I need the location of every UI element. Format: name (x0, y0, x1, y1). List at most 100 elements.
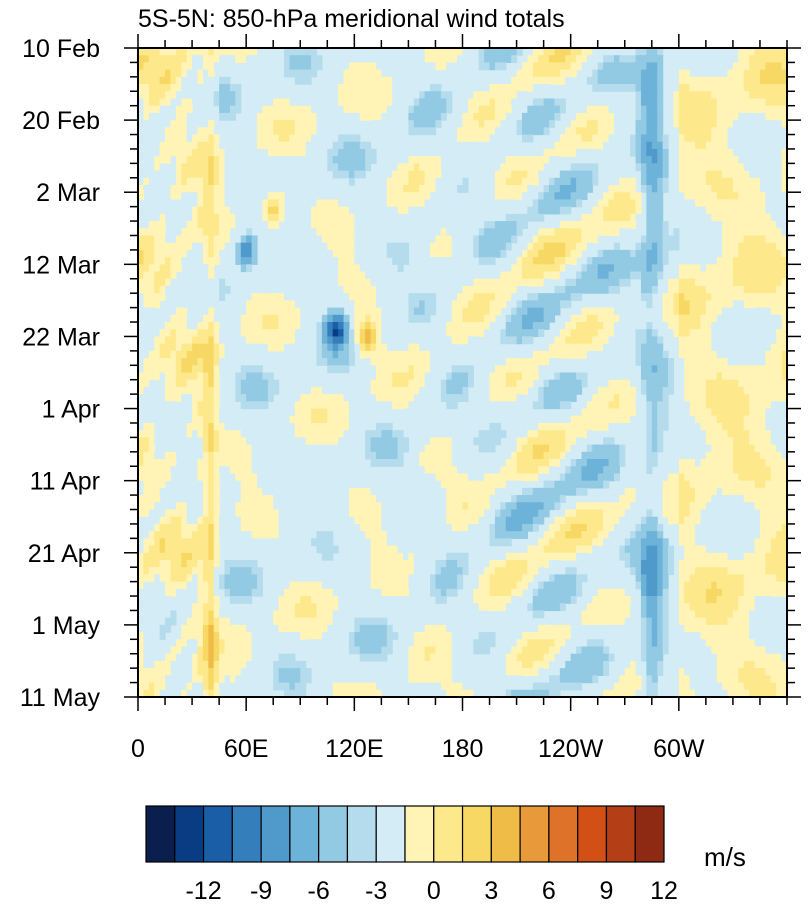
field-cell (186, 437, 193, 446)
field-cell (727, 451, 734, 460)
field-cell (727, 127, 734, 136)
field-cell (484, 480, 491, 489)
field-cell (430, 473, 437, 482)
field-cell (240, 401, 247, 410)
field-cell (765, 430, 772, 438)
field-cell (154, 372, 161, 381)
field-cell (484, 437, 491, 446)
field-cell (489, 372, 496, 381)
field-cell (754, 437, 761, 446)
field-cell (375, 293, 382, 301)
field-cell (527, 379, 534, 388)
field-cell (278, 329, 285, 338)
field-cell (348, 148, 355, 157)
field-cell (392, 401, 399, 410)
field-cell (743, 451, 750, 460)
field-cell (705, 192, 712, 201)
field-cell (695, 185, 702, 193)
field-cell (673, 293, 680, 301)
field-cell (219, 430, 226, 438)
field-cell (689, 120, 696, 128)
field-cell (511, 235, 518, 244)
field-cell (143, 120, 150, 128)
field-cell (175, 451, 182, 460)
field-cell (700, 307, 707, 316)
field-cell (138, 437, 145, 446)
field-cell (521, 365, 528, 374)
field-cell (332, 170, 339, 179)
field-cell (776, 98, 783, 107)
field-cell (343, 480, 350, 489)
field-cell (332, 271, 339, 280)
field-cell (505, 242, 512, 251)
field-cell (613, 386, 620, 395)
field-cell (511, 365, 518, 374)
field-cell (716, 120, 723, 128)
field-cell (581, 322, 588, 330)
field-cell (738, 408, 745, 417)
field-cell (554, 141, 561, 150)
field-cell (711, 105, 718, 114)
field-cell (765, 451, 772, 460)
field-cell (613, 451, 620, 460)
field-cell (570, 120, 577, 128)
field-cell (613, 415, 620, 424)
field-cell (635, 271, 642, 280)
field-cell (511, 228, 518, 237)
field-cell (722, 480, 729, 489)
field-cell (711, 91, 718, 100)
field-cell (559, 55, 566, 64)
field-cell (554, 502, 561, 511)
field-cell (646, 192, 653, 201)
field-cell (197, 372, 204, 381)
field-cell (181, 336, 188, 345)
field-cell (608, 307, 615, 316)
field-cell (494, 466, 501, 475)
field-cell (224, 473, 231, 482)
field-cell (213, 394, 220, 402)
field-cell (549, 105, 556, 114)
field-cell (186, 235, 193, 244)
field-cell (381, 343, 388, 352)
field-cell (240, 437, 247, 446)
field-cell (154, 365, 161, 374)
field-cell (354, 134, 361, 143)
field-cell (527, 495, 534, 503)
field-cell (305, 401, 312, 410)
field-cell (619, 69, 626, 78)
field-cell (781, 62, 787, 71)
field-cell (565, 444, 572, 453)
field-cell (138, 185, 145, 193)
field-cell (424, 437, 431, 446)
field-cell (273, 105, 280, 114)
field-cell (165, 257, 172, 265)
field-cell (154, 350, 161, 359)
field-cell (311, 221, 318, 229)
field-cell (592, 148, 599, 157)
field-cell (478, 228, 485, 237)
field-cell (392, 170, 399, 179)
field-cell (754, 307, 761, 316)
field-cell (759, 192, 766, 201)
field-cell (689, 76, 696, 85)
field-cell (684, 322, 691, 330)
field-cell (197, 185, 204, 193)
field-cell (597, 451, 604, 460)
field-cell (175, 235, 182, 244)
field-cell (500, 235, 507, 244)
field-cell (608, 69, 615, 78)
field-cell (581, 408, 588, 417)
field-cell (327, 408, 334, 417)
field-cell (770, 69, 777, 78)
field-cell (235, 336, 242, 345)
field-cell (559, 386, 566, 395)
field-cell (581, 235, 588, 244)
field-cell (527, 329, 534, 338)
field-cell (743, 408, 750, 417)
field-cell (246, 293, 253, 301)
field-cell (354, 84, 361, 92)
field-cell (430, 156, 437, 164)
field-cell (370, 343, 377, 352)
field-cell (770, 278, 777, 287)
field-cell (554, 242, 561, 251)
